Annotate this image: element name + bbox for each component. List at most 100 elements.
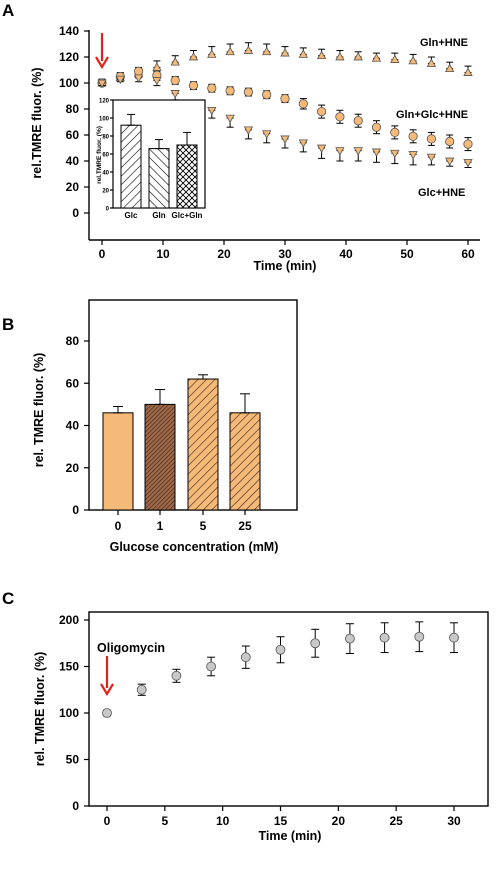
data-point bbox=[463, 67, 473, 76]
panel-a-xtick-label: 0 bbox=[99, 247, 106, 261]
panel-c-ticks: 0 50 100 150 200 0 5 10 15 20 25 30 bbox=[59, 613, 461, 828]
data-point bbox=[243, 126, 254, 135]
series-label-gln-glc-hne: Gln+Glc+HNE bbox=[396, 109, 468, 121]
panel-c-ytick-label: 50 bbox=[66, 753, 80, 767]
data-point bbox=[170, 90, 180, 99]
data-point bbox=[390, 54, 400, 63]
panel-c-frame bbox=[88, 611, 489, 807]
data-point bbox=[280, 135, 290, 144]
data-point bbox=[207, 83, 217, 93]
panel-a-ytick-label: 40 bbox=[66, 154, 80, 168]
panel-b-xtick-label: 1 bbox=[157, 519, 164, 533]
panel-a-ytick-label: 120 bbox=[59, 50, 79, 64]
data-point bbox=[316, 144, 327, 154]
panel-a-xtick-label: 30 bbox=[278, 247, 292, 261]
panel-c-ytick-label: 100 bbox=[59, 706, 79, 720]
panel-a-xtick-label: 10 bbox=[156, 247, 170, 261]
arrow-hne bbox=[95, 33, 109, 70]
panel-b-xlabel: Glucose concentration (mM) bbox=[110, 540, 279, 554]
data-point bbox=[188, 81, 199, 91]
panel-a-ylabel: rel.TMRE fluor. (%) bbox=[30, 67, 44, 178]
data-point bbox=[102, 708, 112, 718]
panel-c-ylabel: rel. TMRE fluor. (%) bbox=[33, 652, 47, 767]
panel-c-ytick-label: 0 bbox=[72, 799, 79, 813]
panel-letter-a: A bbox=[2, 1, 14, 20]
data-point bbox=[426, 58, 437, 67]
bar-glucose-0 bbox=[102, 412, 134, 511]
data-point bbox=[207, 106, 217, 116]
inset-ytick-label: 40 bbox=[102, 171, 109, 177]
panel-a-ytick-label: 140 bbox=[59, 24, 79, 38]
data-point bbox=[134, 66, 144, 76]
panel-letter-b: B bbox=[2, 315, 14, 334]
data-point bbox=[344, 633, 355, 644]
inset-error-bar bbox=[183, 131, 191, 146]
inset-ylabel: rel.TMRE fluor. (%) bbox=[96, 126, 103, 184]
data-point bbox=[133, 74, 144, 83]
panel-c-xtick-label: 0 bbox=[104, 814, 111, 828]
panel-a-xlabel: Time (min) bbox=[254, 259, 317, 273]
data-point bbox=[170, 57, 180, 66]
inset-bar bbox=[148, 148, 170, 209]
inset-ytick-label: 120 bbox=[99, 99, 110, 105]
panel-b-ytick-label: 0 bbox=[72, 503, 79, 517]
data-point bbox=[463, 139, 473, 149]
panel-c-ytick-label: 200 bbox=[59, 613, 79, 627]
data-point bbox=[310, 638, 321, 649]
data-point bbox=[353, 116, 363, 126]
data-point bbox=[426, 153, 437, 163]
data-point bbox=[136, 684, 147, 695]
panel-b: B rel. TMRE fluor. (%) Glucose concentra… bbox=[2, 299, 298, 554]
data-point bbox=[414, 631, 425, 642]
data-point bbox=[170, 75, 180, 86]
inset-category-label: Glc+Gln bbox=[172, 211, 203, 220]
panel-c-xtick-label: 30 bbox=[447, 814, 461, 828]
panel-b-ylabel: rel. TMRE fluor. (%) bbox=[32, 353, 46, 468]
panel-b-marks bbox=[102, 374, 261, 511]
bar-glucose-25 bbox=[229, 412, 261, 511]
panel-a-marks bbox=[95, 33, 473, 168]
data-point bbox=[353, 51, 363, 61]
data-point bbox=[316, 50, 327, 60]
data-point bbox=[298, 99, 308, 109]
arrow-oligomycin bbox=[100, 656, 114, 697]
inset-bar bbox=[120, 124, 142, 209]
data-point bbox=[449, 632, 459, 643]
data-point bbox=[371, 122, 382, 132]
panel-a-xtick-label: 50 bbox=[400, 247, 414, 261]
panel-a-ytick-label: 80 bbox=[66, 102, 80, 116]
inset-error-bar bbox=[155, 139, 163, 150]
data-point bbox=[243, 45, 254, 54]
data-point bbox=[275, 644, 286, 655]
panel-c-xtick-label: 15 bbox=[274, 814, 288, 828]
panel-c-xtick-label: 20 bbox=[332, 814, 346, 828]
data-point bbox=[152, 77, 162, 86]
data-point bbox=[225, 114, 235, 124]
data-point bbox=[280, 48, 290, 57]
series-glc-hne bbox=[97, 74, 473, 168]
data-point bbox=[445, 63, 455, 73]
data-point bbox=[225, 86, 235, 96]
data-point bbox=[243, 87, 253, 97]
inset-ytick-label: 0 bbox=[106, 207, 110, 213]
panel-a-ytick-label: 20 bbox=[66, 180, 80, 194]
data-point bbox=[463, 158, 473, 168]
panel-a-ytick-label: 100 bbox=[59, 76, 79, 90]
panel-c-ytick-label: 150 bbox=[59, 660, 79, 674]
panel-c-xtick-label: 25 bbox=[389, 814, 403, 828]
panel-b-xtick-label: 5 bbox=[200, 519, 207, 533]
panel-b-xtick-label: 25 bbox=[238, 519, 252, 533]
arrow-hne-head bbox=[95, 56, 109, 70]
bar-glucose-1 bbox=[144, 403, 176, 511]
panel-b-ticks: 0 20 40 60 80 0 1 5 25 bbox=[66, 334, 252, 533]
data-point bbox=[390, 127, 400, 137]
inset-ytick-label: 100 bbox=[99, 117, 110, 123]
panel-a-xtick-label: 40 bbox=[339, 247, 353, 261]
inset-bar bbox=[176, 144, 198, 209]
data-point bbox=[335, 112, 345, 122]
data-point bbox=[298, 139, 308, 148]
panel-a-xtick-label: 20 bbox=[217, 247, 231, 261]
panel-b-ytick-label: 40 bbox=[66, 419, 80, 433]
panel-b-ytick-label: 20 bbox=[66, 461, 80, 475]
data-point bbox=[280, 94, 290, 104]
